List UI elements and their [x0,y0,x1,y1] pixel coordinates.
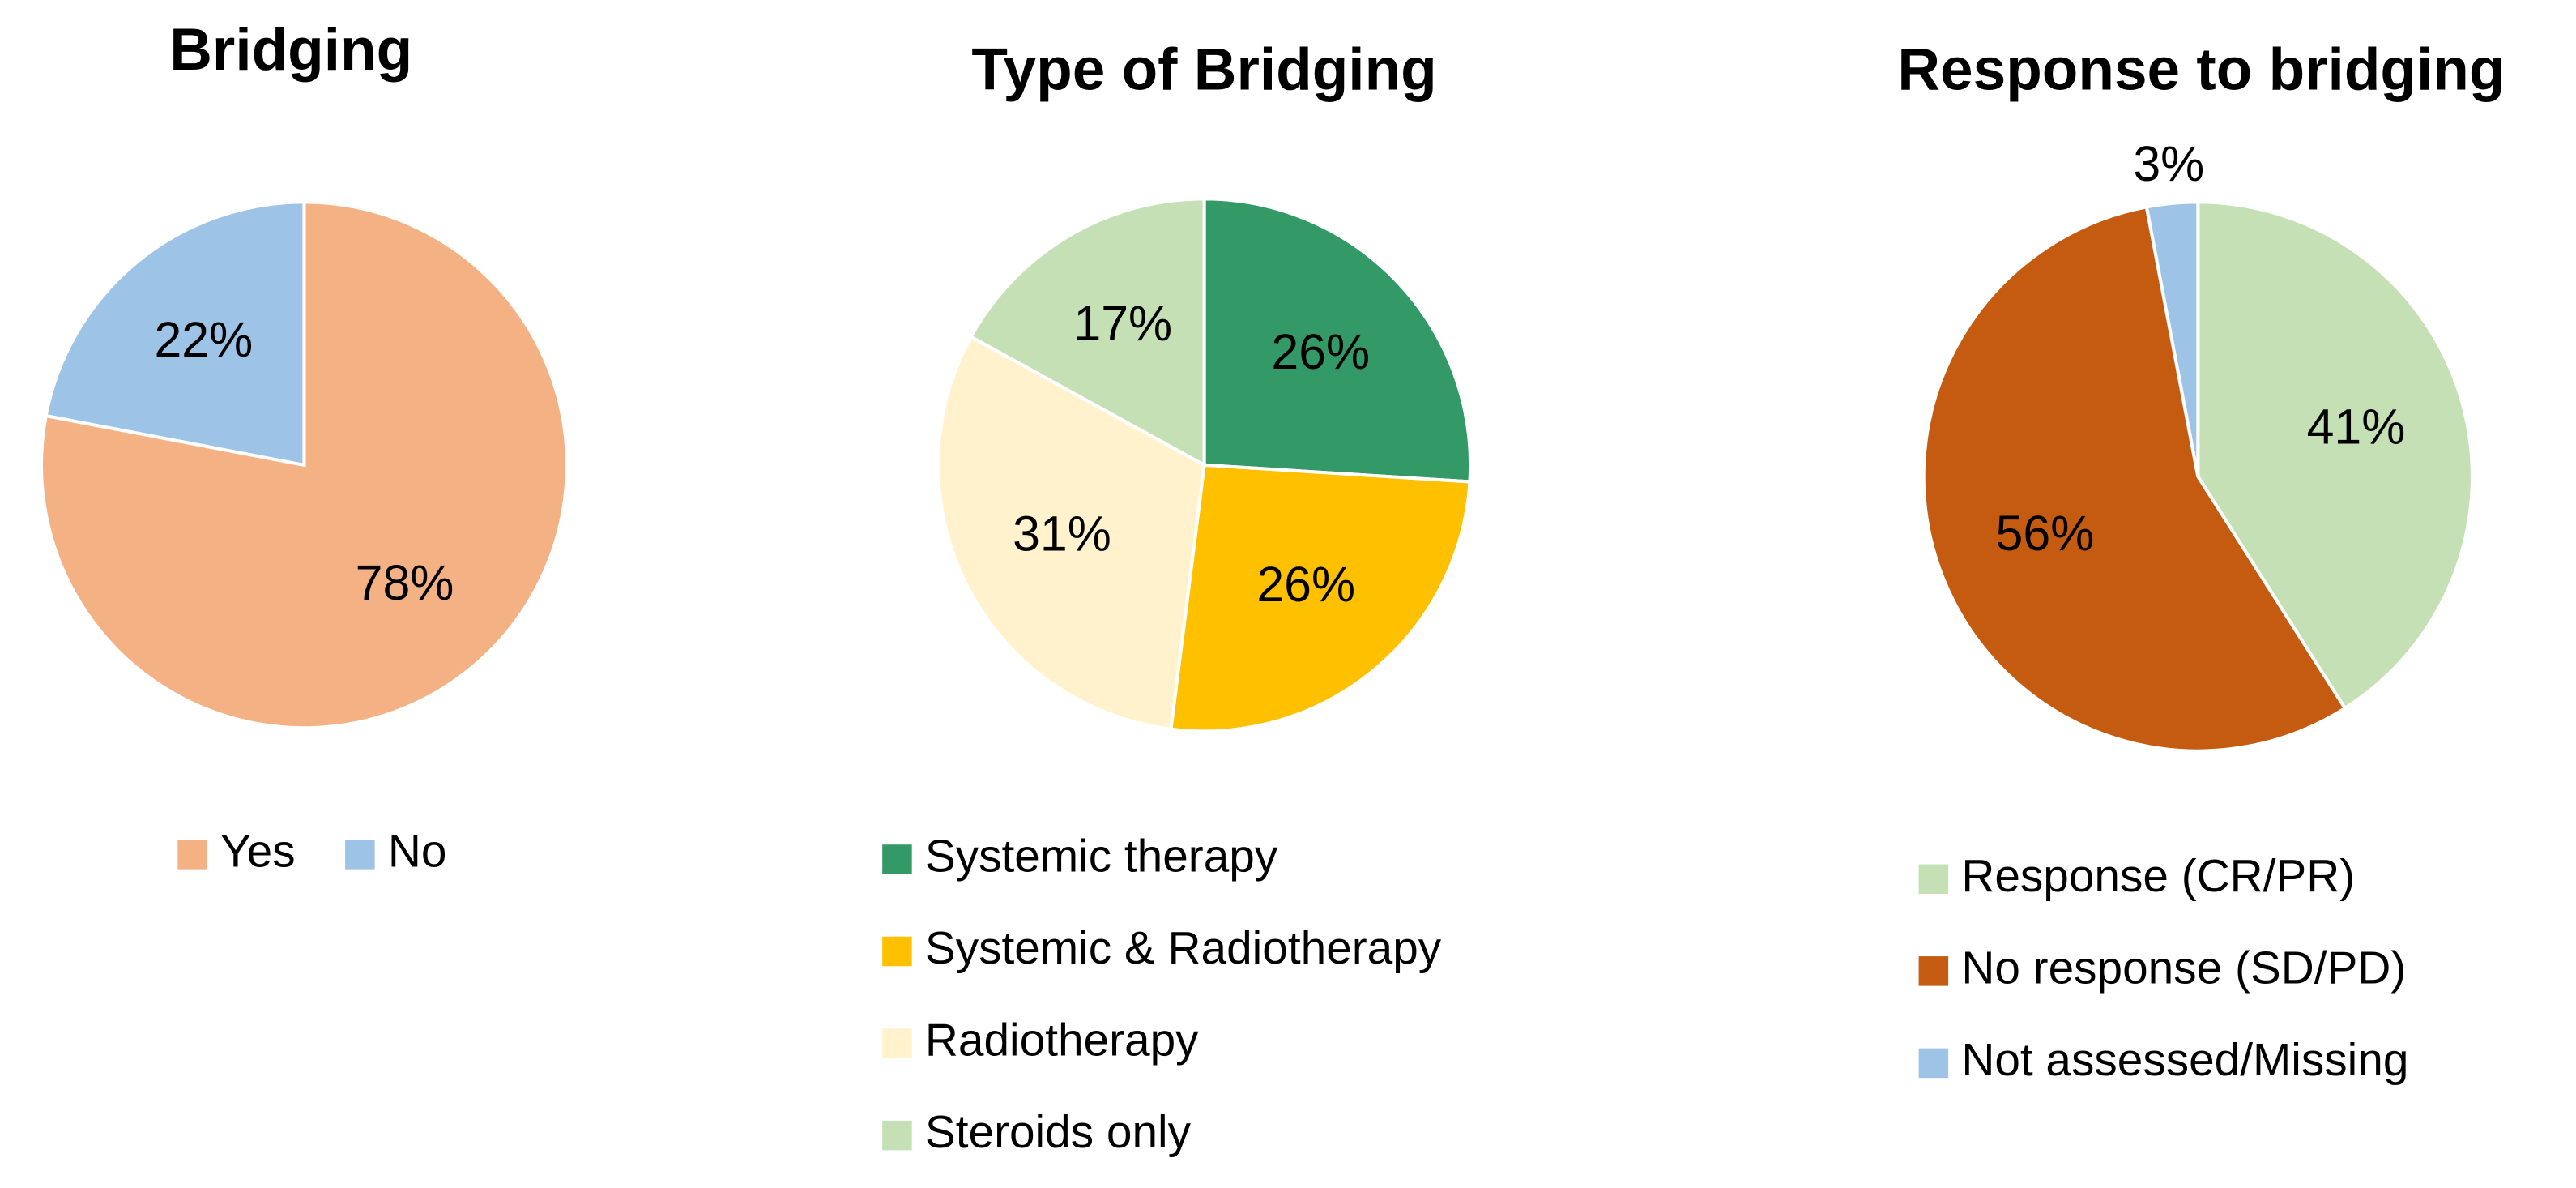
legend-label: Response (CR/PR) [1961,851,2355,902]
legend-label: Systemic & Radiotherapy [925,923,1442,974]
legend-label: No [388,826,447,877]
legend-swatch [882,936,912,967]
legend-swatch [1918,1048,1949,1079]
data-label: 17% [1073,296,1172,351]
legend-label: Systemic therapy [925,831,1278,882]
data-label: 41% [2307,399,2406,454]
data-label: 22% [154,312,253,367]
legend-label: Steroids only [925,1107,1192,1158]
data-label: 26% [1271,324,1370,379]
chart-title: Type of Bridging [971,37,1436,103]
legend-swatch [1918,956,1949,986]
chart-title: Response to bridging [1897,37,2505,103]
data-label: 3% [2133,136,2204,191]
pie-slice [1202,197,1473,484]
chart-title: Bridging [169,17,412,83]
data-label: 26% [1256,557,1355,612]
legend-swatch [882,1028,912,1058]
legend-swatch [345,840,375,870]
legend-label: Not assessed/Missing [1961,1035,2408,1086]
pie-slice [44,200,306,468]
data-label: 78% [356,555,454,610]
pie-slice [968,197,1206,468]
pie-slice [1921,205,2348,753]
legend-swatch [882,844,912,874]
legend-swatch [882,1120,912,1151]
legend-label: Yes [220,826,296,877]
data-label: 56% [1996,506,2095,561]
legend-label: Radiotherapy [925,1015,1199,1066]
legend-swatch [177,840,207,870]
pie-slice [2144,200,2200,477]
data-label: 31% [1013,506,1111,561]
pie-slice [936,334,1206,731]
legend-label: No response (SD/PD) [1961,942,2406,994]
legend-swatch [1918,864,1949,895]
pie-slice [1169,463,1472,733]
